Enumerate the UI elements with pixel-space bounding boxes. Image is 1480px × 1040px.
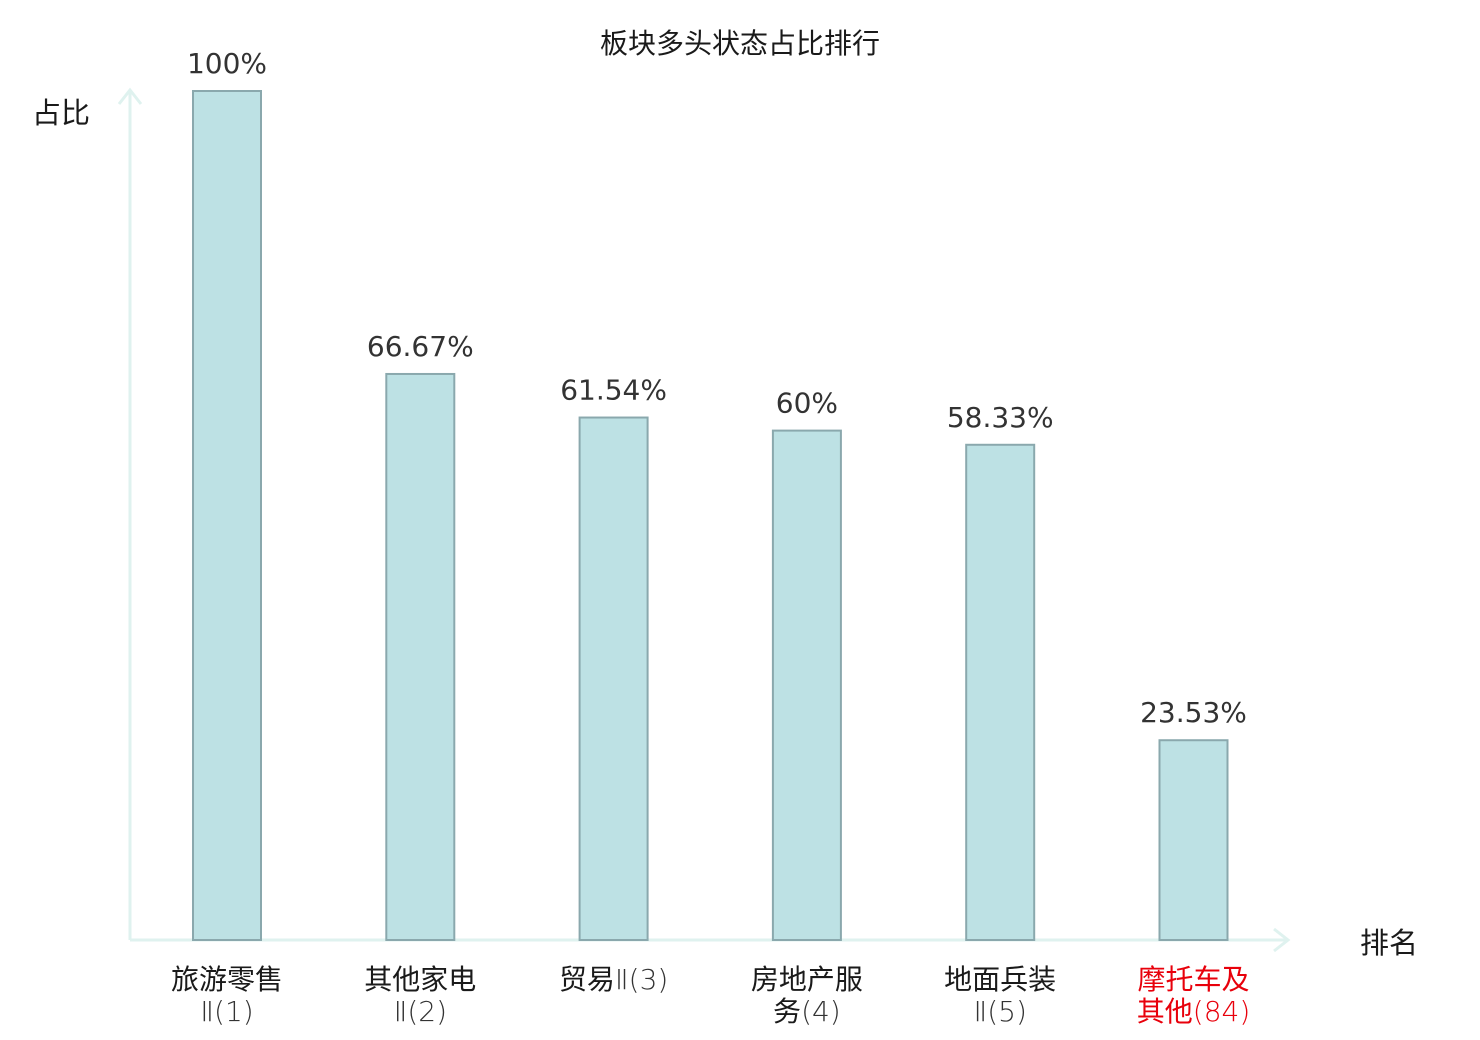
category-rank: Ⅱ(5): [973, 995, 1027, 1028]
category-name: 房地产服: [750, 963, 863, 996]
category-rank: (4): [801, 995, 841, 1028]
y-axis-arrow: [117, 87, 143, 105]
y-axis-label: 占比: [32, 96, 91, 130]
bar-2: [385, 372, 456, 942]
bar-3: [578, 416, 649, 941]
chart-title: 板块多头状态占比排行: [599, 27, 880, 60]
value-label-3: 61.54%: [560, 374, 667, 407]
bar-6: [1158, 739, 1229, 941]
value-label-2: 66.67%: [367, 330, 474, 363]
category-name: 摩托车及: [1137, 963, 1250, 996]
bar-4: [771, 429, 842, 941]
value-label-1: 100%: [187, 47, 267, 80]
category-rank: Ⅱ(2): [393, 995, 448, 1028]
category-label-2: 其他家电 Ⅱ(2): [325, 964, 515, 1028]
category-label-1: 旅游零售 Ⅱ(1): [132, 964, 322, 1028]
value-label-6: 23.53%: [1140, 696, 1247, 729]
category-name-rest: 务: [773, 995, 802, 1028]
category-name: 其他家电: [364, 963, 477, 996]
category-name: 地面兵装: [944, 963, 1057, 996]
x-axis-arrow: [1273, 927, 1291, 953]
bars: [192, 90, 1229, 942]
category-label-6: 摩托车及 其他(84): [1099, 964, 1289, 1028]
category-name: 贸易: [558, 963, 615, 996]
category-label-5: 地面兵装 Ⅱ(5): [905, 964, 1095, 1028]
value-labels: 100% 66.67% 61.54% 60% 58.33% 23.53%: [187, 47, 1247, 729]
bar-1: [192, 90, 262, 941]
category-name: 旅游零售: [170, 963, 283, 996]
value-label-4: 60%: [776, 387, 838, 420]
category-rank: Ⅱ(1): [200, 995, 254, 1028]
category-rank: (84): [1192, 995, 1251, 1028]
category-rank: Ⅱ(3): [614, 963, 669, 996]
category-label-4: 房地产服 务(4): [712, 964, 902, 1028]
x-axis-label: 排名: [1360, 926, 1419, 960]
axes: [117, 87, 1291, 953]
value-label-5: 58.33%: [947, 401, 1054, 434]
category-label-3: 贸易Ⅱ(3): [519, 964, 709, 996]
bar-5: [965, 443, 1036, 941]
category-name-rest: 其他: [1136, 995, 1193, 1028]
